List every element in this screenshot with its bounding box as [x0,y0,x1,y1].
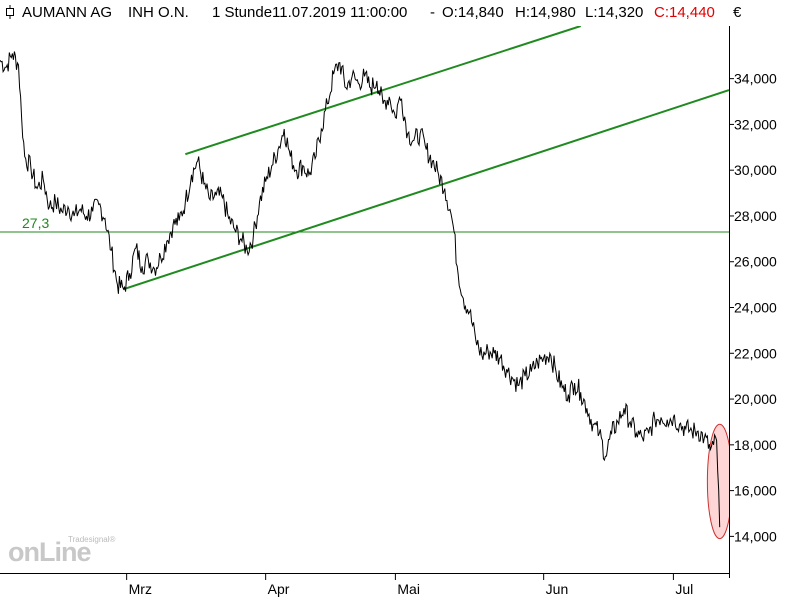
x-tick-label: Jul [675,581,693,597]
x-tick-label: Mrz [129,581,152,597]
plot-area: 27,3 [0,26,729,540]
price-line[interactable] [0,51,721,528]
y-tick-label: 30,000 [734,162,777,178]
currency-label: € [733,4,742,21]
chart-header: AUMANN AG INH O.N. 1 Stunde 11.07.2019 1… [0,0,800,26]
timestamp: 11.07.2019 11:00:00 [272,4,408,21]
tradesignal-logo: onLine Tradesignal® [8,535,115,567]
close-value: C:14,440 [654,4,715,21]
logo-caption: Tradesignal® [68,535,116,544]
y-tick-label: 34,000 [734,71,777,87]
y-tick-label: 16,000 [734,483,777,499]
y-tick-label: 32,000 [734,116,777,132]
separator: - [430,4,435,21]
trend-line-1[interactable] [123,89,729,291]
axes: 14,000 16,000 18,000 20,000 22,000 24,000 26,0… [0,26,777,597]
y-tick-label: 22,000 [734,345,777,361]
x-tick-label: Mai [397,581,420,597]
trend-line-2[interactable] [185,26,582,156]
x-tick-label: Apr [268,581,290,597]
symbol-marker-icon[interactable] [5,5,15,19]
instrument-name: AUMANN AG [22,4,113,21]
horizontal-line-label: 27,3 [22,215,49,231]
y-tick-label: 18,000 [734,437,777,453]
open-value: O:14,840 [442,4,504,21]
instrument-type: INH O.N. [128,4,189,21]
interval-label: 1 Stunde [212,4,273,21]
low-value: L:14,320 [585,4,644,21]
y-tick-label: 28,000 [734,208,777,224]
logo-wordmark: onLine [8,537,91,567]
high-value: H:14,980 [515,4,576,21]
y-tick-label: 14,000 [734,528,777,544]
y-tick-label: 20,000 [734,391,777,407]
y-tick-label: 24,000 [734,300,777,316]
x-tick-label: Jun [546,581,569,597]
y-tick-label: 26,000 [734,254,777,270]
